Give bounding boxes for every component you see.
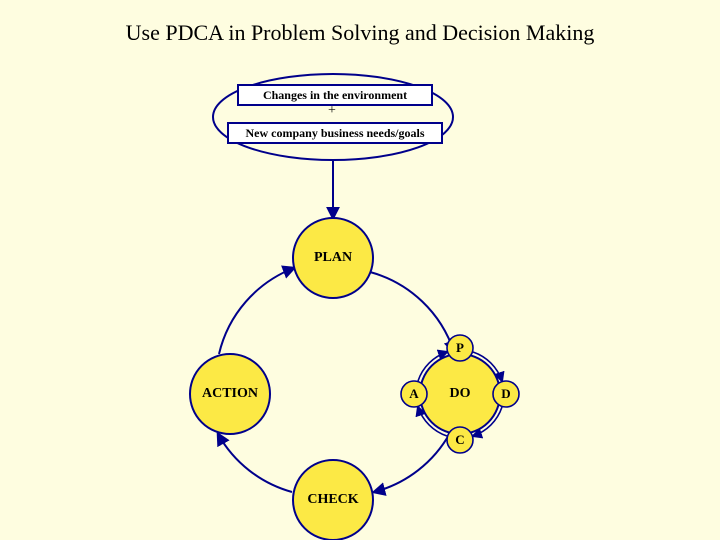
arc-plan-do: [370, 272, 454, 352]
arc-check-action: [218, 434, 292, 492]
label-d: D: [501, 386, 510, 402]
label-a: A: [409, 386, 418, 402]
diagram-svg: [0, 0, 720, 540]
label-do: DO: [450, 386, 471, 402]
label-check: CHECK: [307, 492, 358, 508]
arc-do-check: [374, 433, 450, 492]
label-action: ACTION: [202, 386, 258, 402]
arc-action-plan: [219, 268, 294, 354]
box-goals: New company business needs/goals: [227, 122, 443, 144]
plus-sign: +: [328, 103, 336, 119]
label-c: C: [455, 432, 464, 448]
label-plan: PLAN: [314, 250, 352, 266]
label-p: P: [456, 340, 464, 356]
